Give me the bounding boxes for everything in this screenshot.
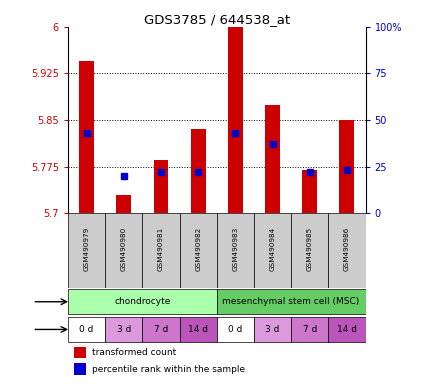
Bar: [74, 363, 86, 375]
Bar: [179, 317, 217, 342]
Bar: [340, 120, 354, 214]
Text: 7 d: 7 d: [154, 325, 168, 334]
Bar: [291, 317, 328, 342]
Bar: [328, 214, 366, 288]
Text: transformed count: transformed count: [92, 348, 176, 357]
Text: 0 d: 0 d: [79, 325, 94, 334]
Bar: [74, 347, 86, 358]
Text: percentile rank within the sample: percentile rank within the sample: [92, 364, 245, 374]
Bar: [217, 289, 366, 314]
Bar: [302, 170, 317, 214]
Bar: [291, 214, 328, 288]
Text: mesenchymal stem cell (MSC): mesenchymal stem cell (MSC): [223, 297, 360, 306]
Text: GSM490983: GSM490983: [232, 227, 238, 271]
Bar: [142, 317, 179, 342]
Bar: [191, 129, 206, 214]
Text: 14 d: 14 d: [188, 325, 208, 334]
Bar: [79, 61, 94, 214]
Bar: [116, 195, 131, 214]
Bar: [68, 289, 217, 314]
Bar: [254, 214, 291, 288]
Bar: [254, 317, 291, 342]
Text: 7 d: 7 d: [303, 325, 317, 334]
Bar: [217, 317, 254, 342]
Text: GSM490984: GSM490984: [269, 227, 275, 271]
Text: 3 d: 3 d: [265, 325, 280, 334]
Text: GSM490986: GSM490986: [344, 227, 350, 271]
Bar: [328, 317, 366, 342]
Bar: [179, 214, 217, 288]
Text: 14 d: 14 d: [337, 325, 357, 334]
Text: GSM490982: GSM490982: [195, 227, 201, 271]
Bar: [228, 27, 243, 214]
Text: chondrocyte: chondrocyte: [114, 297, 170, 306]
Text: GSM490981: GSM490981: [158, 227, 164, 271]
Text: 0 d: 0 d: [228, 325, 243, 334]
Bar: [105, 317, 142, 342]
Text: GSM490980: GSM490980: [121, 227, 127, 271]
Bar: [105, 214, 142, 288]
Bar: [142, 214, 179, 288]
Title: GDS3785 / 644538_at: GDS3785 / 644538_at: [144, 13, 290, 26]
Bar: [217, 214, 254, 288]
Text: GSM490979: GSM490979: [84, 227, 90, 271]
Bar: [68, 317, 105, 342]
Bar: [265, 104, 280, 214]
Bar: [68, 214, 105, 288]
Bar: [153, 161, 168, 214]
Text: GSM490985: GSM490985: [307, 227, 313, 271]
Text: 3 d: 3 d: [116, 325, 131, 334]
